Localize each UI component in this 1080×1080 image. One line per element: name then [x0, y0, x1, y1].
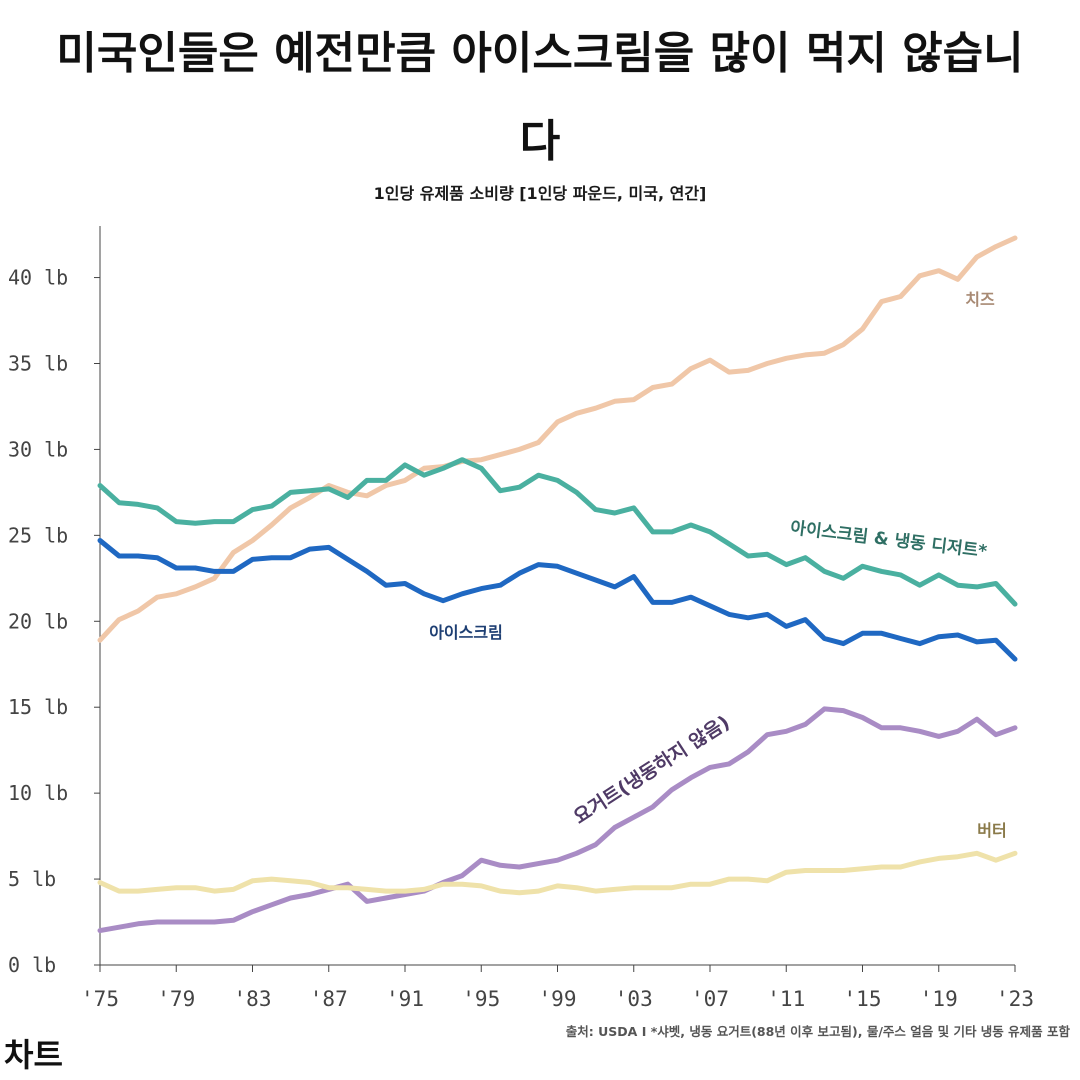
x-tick-label: '79 [157, 987, 195, 1011]
series-line-2 [97, 538, 1018, 662]
y-tick-label: 0 lb [8, 953, 56, 977]
x-tick-label: '03 [615, 987, 653, 1011]
chart-subtitle: 1인당 유제품 소비량 [1인당 파운드, 미국, 연간] [373, 184, 707, 203]
y-tick-label: 15 lb [8, 695, 68, 719]
x-tick-label: '07 [691, 987, 729, 1011]
series-line-4 [97, 850, 1018, 896]
x-tick-label: '91 [386, 987, 424, 1011]
series-layer [97, 235, 1018, 934]
series-label-2: 아이스크림 [429, 623, 503, 642]
x-tick-label: '15 [844, 987, 882, 1011]
x-tick-label: '99 [539, 987, 577, 1011]
x-tick-label: '75 [81, 987, 119, 1011]
y-tick-label: 30 lb [8, 437, 68, 461]
y-tick-label: 25 lb [8, 523, 68, 547]
x-tick-label: '87 [310, 987, 348, 1011]
chart-title: 미국인들은 예전만큼 아이스크림을 많이 먹지 않습니다 [56, 28, 1024, 167]
series-label-4: 버터 [977, 821, 1006, 840]
y-tick-label: 20 lb [8, 609, 68, 633]
x-tick-label: '23 [996, 987, 1034, 1011]
y-tick-label: 35 lb [8, 351, 68, 375]
series-label-1: 아이스크림 & 냉동 디저트* [789, 518, 988, 562]
x-tick-label: '83 [234, 987, 272, 1011]
source-note: 출처: USDA I *샤벳, 냉동 요거트(88년 이후 보고됨), 물/주스… [565, 1024, 1070, 1039]
series-line-3 [97, 706, 1018, 934]
x-tick-label: '95 [462, 987, 500, 1011]
series-line-0 [97, 235, 1018, 643]
series-line-1 [97, 457, 1018, 607]
y-tick-label: 40 lb [8, 266, 68, 290]
x-tick-label: '11 [767, 987, 805, 1011]
x-tick-label: '19 [920, 987, 958, 1011]
brand-logo: 차트 [4, 1036, 63, 1074]
series-label-0: 치즈 [965, 290, 995, 309]
y-tick-label: 10 lb [8, 781, 68, 805]
y-tick-label: 5 lb [8, 867, 56, 891]
chart-axes: 0 lb 5 lb 10 lb 15 lb 20 lb 25 lb 30 lb 35 lb 40… [8, 226, 1034, 1011]
